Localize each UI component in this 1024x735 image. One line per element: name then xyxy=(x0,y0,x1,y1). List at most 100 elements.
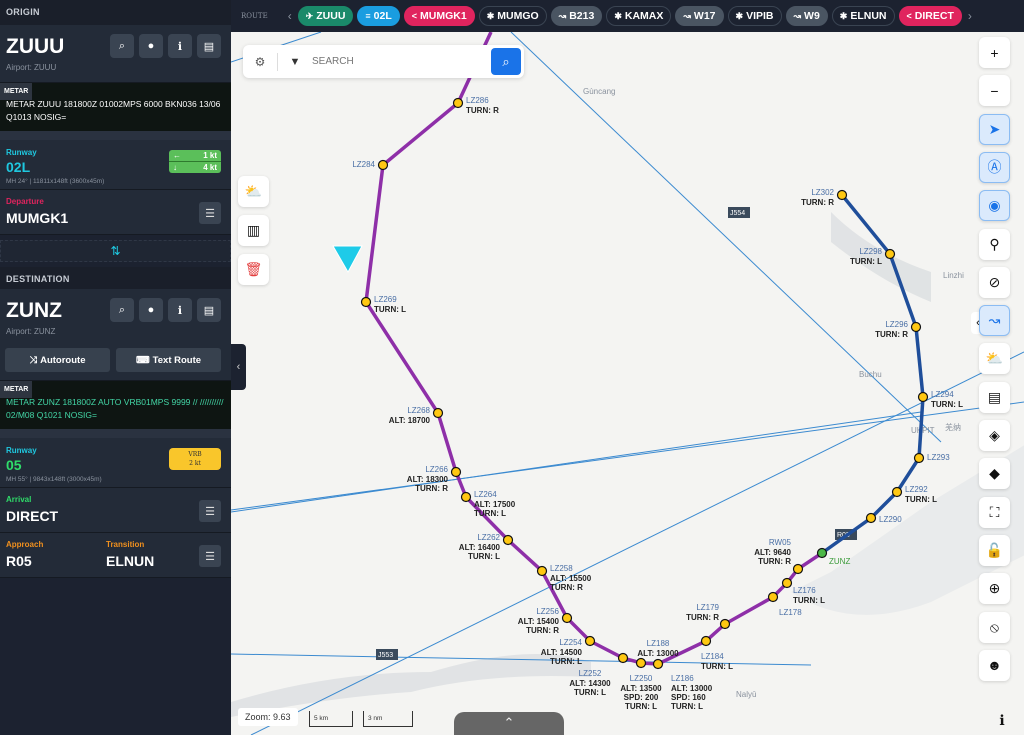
runway-icon: ≡ xyxy=(365,11,371,21)
waypoint-constraint: ALT: 13000 xyxy=(637,649,679,658)
trash-icon[interactable]: 🗑 xyxy=(238,254,269,285)
route-chip[interactable]: ✱ ELNUN xyxy=(831,6,895,26)
waypoint-marker[interactable] xyxy=(450,466,462,478)
compass-icon[interactable]: ◆ xyxy=(979,458,1010,490)
waypoint-marker[interactable] xyxy=(432,407,444,419)
route-chip[interactable]: < MUMGK1 xyxy=(403,6,475,26)
clipboard-icon[interactable]: ▤ xyxy=(979,381,1010,413)
destination-arrival[interactable]: Arrival DIRECT ☰ xyxy=(0,488,231,533)
waypoint-marker[interactable] xyxy=(816,547,828,559)
search-input[interactable] xyxy=(312,56,491,67)
route-icon[interactable]: ↝ xyxy=(979,305,1010,337)
swap-button[interactable]: ⇅ xyxy=(0,240,231,262)
waypoint-marker[interactable] xyxy=(891,486,903,498)
filter-icon[interactable]: ▼ xyxy=(289,55,301,68)
document-icon[interactable]: ▤ xyxy=(197,34,221,58)
search-icon[interactable]: ⌕ xyxy=(110,34,134,58)
runway-value: 02L xyxy=(6,159,31,175)
airway-tag xyxy=(376,649,398,660)
lock-open-icon[interactable]: 🔓 xyxy=(979,534,1010,566)
restrict-icon[interactable]: ⊘ xyxy=(979,266,1010,298)
search-icon[interactable]: ⌕ xyxy=(110,298,134,322)
waypoint-constraint: TURN: L xyxy=(574,688,606,697)
route-chip[interactable]: < DIRECT xyxy=(898,6,962,26)
waypoint-marker[interactable] xyxy=(781,577,793,589)
list-icon[interactable]: ☰ xyxy=(199,500,221,522)
origin-departure[interactable]: Departure MUMGK1 ☰ xyxy=(0,190,231,235)
route-chip[interactable]: ✈ ZUUU xyxy=(297,6,354,26)
zoom-in-icon[interactable]: + xyxy=(979,37,1010,68)
waypoint-marker[interactable] xyxy=(584,635,596,647)
waypoint-marker[interactable] xyxy=(617,652,629,664)
waypoint-marker[interactable] xyxy=(719,618,731,630)
airway-tag xyxy=(728,207,750,218)
waypoint-marker[interactable] xyxy=(360,296,372,308)
route-chip[interactable]: ✱ MUMGO xyxy=(478,6,547,26)
waypoint-marker[interactable] xyxy=(561,612,573,624)
map[interactable]: Gùncang Linzhi Buchu UKPIT 羌纳 Nalyū J554 J553 R0… xyxy=(231,32,1024,735)
waypoint-marker[interactable] xyxy=(910,321,922,333)
shuffle-icon: ⤨ xyxy=(29,354,38,366)
user-icon[interactable]: ☻ xyxy=(979,649,1010,681)
map-icon[interactable]: ▥ xyxy=(238,215,269,246)
origin-card: ZUUU Airport: ZUUU ⌕ ● ℹ ▤ xyxy=(0,25,231,83)
route-chip[interactable]: ✱ KAMAX xyxy=(606,6,672,26)
origin-runway[interactable]: Runway 02L MH 24° | 11811x148ft (3600x45… xyxy=(0,140,231,190)
destination-approach[interactable]: Approach R05 Transition ELNUN ☰ xyxy=(0,533,231,578)
scale-nm: 3 nm xyxy=(363,711,413,727)
chip-label: 02L xyxy=(373,10,392,22)
waypoint-marker[interactable] xyxy=(452,97,464,109)
waypoint-marker[interactable] xyxy=(913,452,925,464)
waypoint-label: LZ269 xyxy=(374,295,397,304)
route-chip[interactable]: ↝ W9 xyxy=(785,6,828,26)
location-pin-icon[interactable]: ● xyxy=(139,34,163,58)
fullscreen-icon[interactable]: ⛶ xyxy=(979,496,1010,528)
route-chip[interactable]: ↝ W17 xyxy=(675,6,724,26)
document-icon[interactable]: ▤ xyxy=(197,298,221,322)
crosshair-icon[interactable]: ⊕ xyxy=(979,573,1010,605)
chevron-left-icon[interactable]: ‹ xyxy=(287,9,292,23)
location-pin-icon[interactable]: ● xyxy=(139,298,163,322)
gear-icon[interactable]: ⚙ xyxy=(254,54,266,69)
route-chip[interactable]: ≡ 02L xyxy=(357,6,400,26)
navigate-icon[interactable]: ➤ xyxy=(979,113,1010,145)
waypoint-marker[interactable] xyxy=(536,565,548,577)
list-icon[interactable]: ☰ xyxy=(199,202,221,224)
waypoint-marker[interactable] xyxy=(502,534,514,546)
waypoint-marker[interactable] xyxy=(767,591,779,603)
track-icon[interactable]: ◉ xyxy=(979,190,1010,222)
info-icon[interactable]: ℹ xyxy=(168,298,192,322)
waypoint-marker[interactable] xyxy=(836,189,848,201)
collapse-sidebar-button[interactable]: ‹ xyxy=(231,344,246,390)
destination-runway[interactable]: Runway 05 MH 55° | 9843x148ft (3000x45m)… xyxy=(0,438,231,488)
layers-icon[interactable]: ◈ xyxy=(979,420,1010,451)
weather-icon[interactable]: ⛅ xyxy=(238,176,269,207)
compass-needle-icon[interactable]: ⦸ xyxy=(979,611,1010,643)
info-icon[interactable]: ℹ xyxy=(168,34,192,58)
tower-icon[interactable]: Ⓐ xyxy=(979,151,1010,183)
zoom-out-icon[interactable]: − xyxy=(979,75,1010,107)
info-icon[interactable]: ℹ xyxy=(999,711,1005,728)
waypoint-marker[interactable] xyxy=(377,159,389,171)
chevron-right-icon[interactable]: › xyxy=(967,9,972,23)
bottom-panel-toggle[interactable]: ⌃ xyxy=(454,712,564,735)
sidebar: ORIGIN ZUUU Airport: ZUUU ⌕ ● ℹ ▤ METAR … xyxy=(0,0,231,735)
waypoint-marker[interactable] xyxy=(917,391,929,403)
weather-icon[interactable]: ⛅ xyxy=(979,343,1010,375)
waypoint-marker[interactable] xyxy=(652,658,664,670)
list-icon[interactable]: ☰ xyxy=(199,545,221,567)
autoroute-button[interactable]: ⤨ Autoroute xyxy=(5,348,110,372)
search-button[interactable]: ⌕ xyxy=(491,48,521,75)
waypoint-marker[interactable] xyxy=(884,248,896,260)
route-chip[interactable]: ↝ B213 xyxy=(550,6,603,26)
route-chip[interactable]: ✱ VIPIB xyxy=(727,6,782,26)
waypoint-marker[interactable] xyxy=(460,491,472,503)
waypoint-marker[interactable] xyxy=(792,563,804,575)
airway-icon: ↝ xyxy=(793,10,802,21)
waypoint-marker[interactable] xyxy=(635,657,647,669)
waypoint-marker[interactable] xyxy=(700,635,712,647)
text-route-button[interactable]: ⌨ Text Route xyxy=(116,348,221,372)
approach-value: R05 xyxy=(6,553,32,569)
marker-icon[interactable]: ⚲ xyxy=(979,228,1010,260)
waypoint-marker[interactable] xyxy=(865,512,877,524)
